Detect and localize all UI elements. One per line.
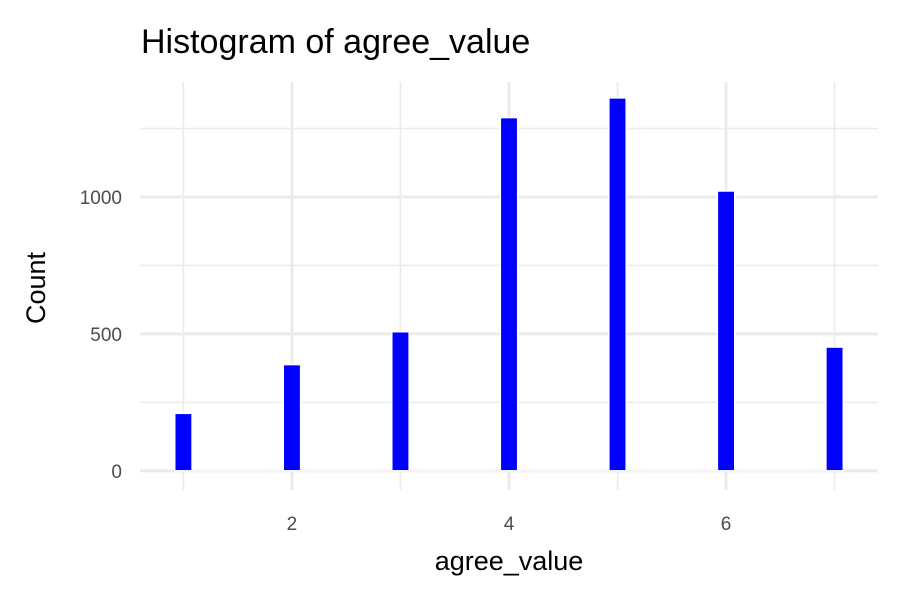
y-tick-label: 0 <box>111 462 122 483</box>
x-tick-label: 4 <box>504 514 515 535</box>
histogram-bar <box>825 346 845 472</box>
chart-title: Histogram of agree_value <box>141 23 530 61</box>
histogram-bar <box>391 330 410 472</box>
histogram-bar <box>499 116 519 472</box>
histogram-bar <box>716 190 736 472</box>
x-axis-ticks: 2 4 6 <box>287 514 732 535</box>
x-tick-label: 2 <box>287 514 298 535</box>
y-axis-title: Count <box>21 251 51 324</box>
histogram-bar <box>173 412 193 472</box>
histogram-bar <box>608 97 627 472</box>
y-tick-label: 1000 <box>80 188 122 209</box>
y-axis-ticks: 0 500 1000 <box>80 188 122 483</box>
x-tick-label: 6 <box>721 514 732 535</box>
histogram-bar <box>282 363 302 472</box>
x-axis-title: agree_value <box>435 546 584 576</box>
y-tick-label: 500 <box>90 325 122 346</box>
bars <box>173 97 845 472</box>
